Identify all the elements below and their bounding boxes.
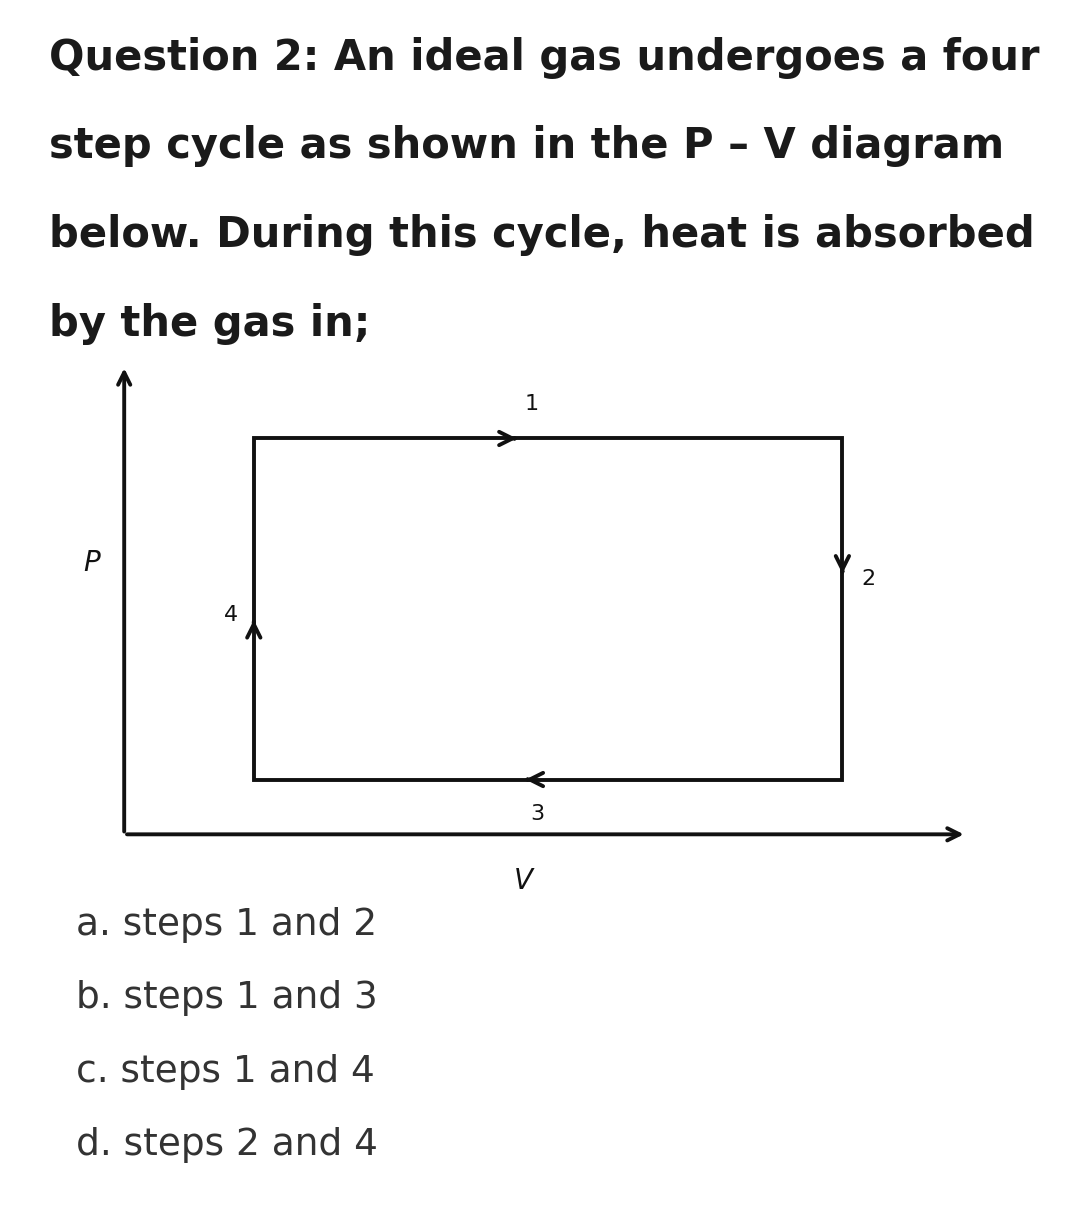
Text: 1: 1: [525, 395, 539, 414]
Text: b. steps 1 and 3: b. steps 1 and 3: [76, 980, 377, 1017]
Text: 2: 2: [862, 569, 876, 588]
Text: c. steps 1 and 4: c. steps 1 and 4: [76, 1054, 375, 1090]
Text: V: V: [514, 867, 534, 894]
Text: 4: 4: [224, 605, 238, 625]
Text: a. steps 1 and 2: a. steps 1 and 2: [76, 907, 377, 944]
Text: 3: 3: [530, 804, 544, 823]
Text: Question 2: An ideal gas undergoes a four: Question 2: An ideal gas undergoes a fou…: [49, 37, 1039, 78]
Bar: [254, 438, 842, 780]
Text: by the gas in;: by the gas in;: [49, 303, 370, 345]
Text: below. During this cycle, heat is absorbed: below. During this cycle, heat is absorb…: [49, 214, 1035, 256]
Text: P: P: [83, 549, 100, 577]
Text: d. steps 2 and 4: d. steps 2 and 4: [76, 1127, 378, 1163]
Text: step cycle as shown in the P – V diagram: step cycle as shown in the P – V diagram: [49, 125, 1003, 167]
